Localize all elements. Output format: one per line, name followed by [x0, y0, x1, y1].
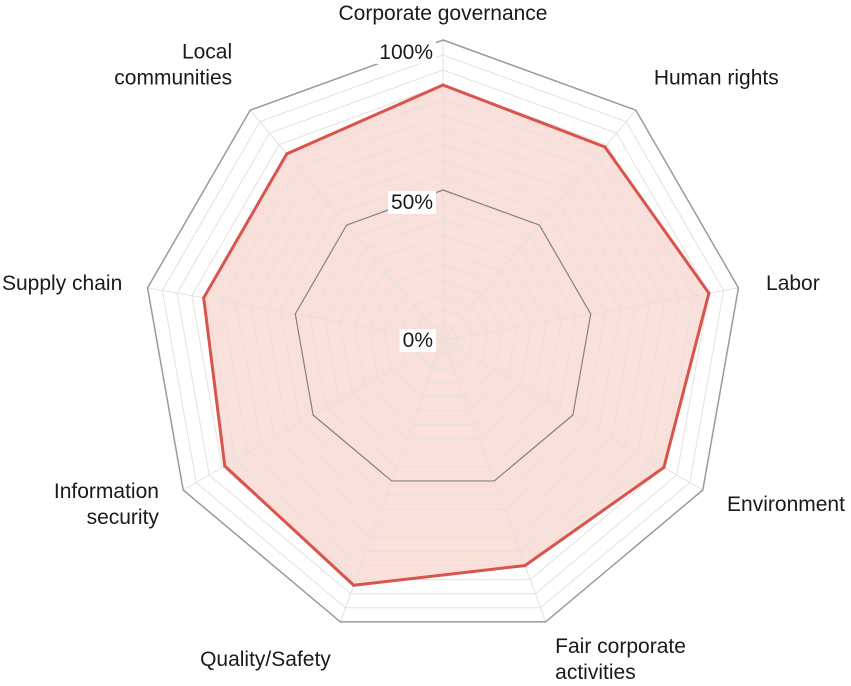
- grid-ring: [176, 69, 710, 595]
- axis-label: Supply chain: [2, 272, 122, 295]
- tick-label-bg: [387, 191, 436, 214]
- series-line: [202, 83, 711, 587]
- axis-label: Information security: [54, 480, 160, 529]
- series-point: [223, 464, 227, 468]
- series-point: [603, 145, 607, 149]
- axis-label-line: security: [87, 506, 160, 529]
- axis-label-line: Supply chain: [2, 272, 122, 295]
- grid-ring-mid: [294, 189, 592, 482]
- tick-label: 100%: [379, 41, 433, 64]
- radar-series: [202, 83, 711, 587]
- tick-label: 0%: [403, 329, 433, 352]
- grid-ring: [309, 204, 577, 468]
- tick-label-bg: [376, 41, 436, 64]
- series-point: [662, 466, 666, 469]
- series-point: [707, 291, 711, 295]
- radial-tick-labels: 0% 50% 100%: [376, 41, 436, 352]
- axis-label: Labor: [766, 272, 820, 295]
- axis-label: Fair corporate activities: [555, 635, 686, 684]
- series-point: [202, 296, 206, 300]
- grid-ring: [398, 294, 488, 383]
- axis-label: Human rights: [654, 67, 779, 90]
- axis-label-line: Environment: [727, 493, 845, 516]
- grid-ring: [235, 129, 651, 538]
- grid-ring: [353, 249, 533, 426]
- series-point: [523, 564, 527, 568]
- tick-label: 50%: [391, 191, 433, 214]
- axis-label-line: Human rights: [654, 67, 779, 90]
- grid-ring: [324, 219, 562, 454]
- grid-ring: [412, 309, 474, 369]
- grid-ring-outer: [146, 39, 740, 623]
- series-point: [285, 152, 289, 156]
- axis-label-line: Quality/Safety: [200, 648, 331, 671]
- grid-ring: [265, 159, 621, 510]
- grid-ring: [383, 279, 503, 397]
- grid-ring: [250, 144, 636, 524]
- axis-label-line: communities: [114, 67, 232, 90]
- grid-ring: [368, 264, 518, 411]
- axis-label-line: Fair corporate: [555, 635, 686, 658]
- grid-ring: [206, 99, 680, 567]
- axis-label-line: Corporate governance: [339, 2, 548, 25]
- axis-label-line: Labor: [766, 272, 820, 295]
- axis-label: Local communities: [114, 41, 232, 90]
- radar-grid: [146, 39, 740, 623]
- series-point: [441, 83, 445, 87]
- axis-label-line: activities: [555, 661, 636, 684]
- axis-label: Quality/Safety: [200, 648, 331, 671]
- grid-ring: [339, 234, 547, 440]
- grid-ring: [191, 84, 695, 581]
- axis-label: Environment: [727, 493, 845, 516]
- grid-ring: [220, 114, 666, 552]
- series-point: [352, 583, 356, 587]
- grid-ring: [279, 174, 607, 496]
- tick-label-bg: [399, 329, 436, 352]
- axis-label-line: Local: [182, 41, 232, 64]
- axis-label: Corporate governance: [339, 2, 548, 25]
- axis-label-line: Information: [54, 480, 159, 503]
- grid-ring: [161, 54, 725, 609]
